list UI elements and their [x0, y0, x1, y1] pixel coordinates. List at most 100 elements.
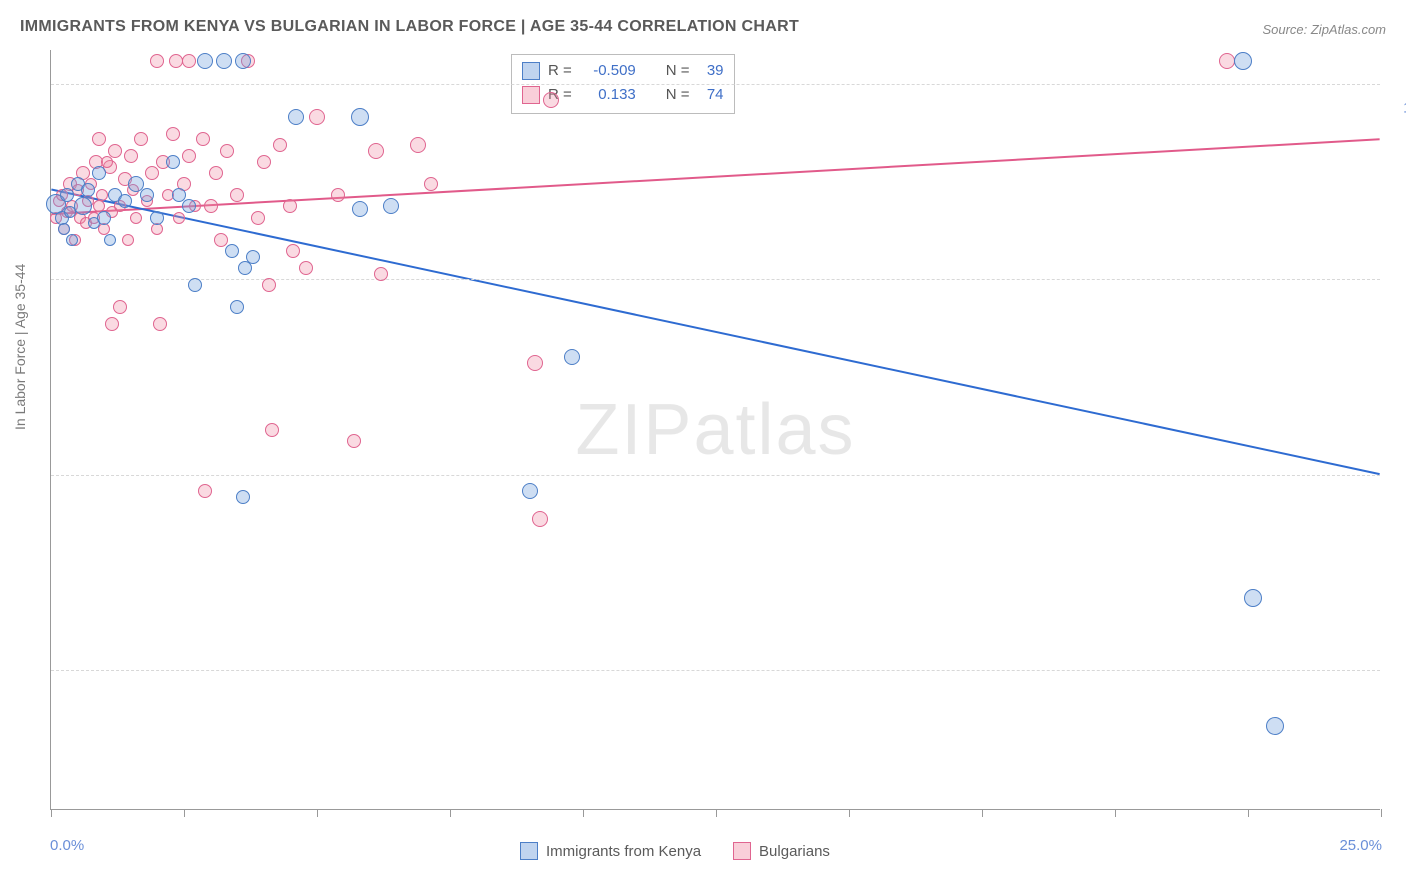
data-point: [331, 188, 345, 202]
data-point: [383, 198, 399, 214]
data-point: [145, 166, 159, 180]
grid-line: [51, 84, 1380, 85]
data-point: [182, 149, 196, 163]
data-point: [204, 199, 218, 213]
data-point: [1234, 52, 1252, 70]
grid-line: [51, 279, 1380, 280]
legend-swatch-blue-icon: [520, 842, 538, 860]
regression-line: [51, 190, 1379, 475]
data-point: [220, 144, 234, 158]
data-point: [134, 132, 148, 146]
data-point: [118, 194, 132, 208]
data-point: [101, 156, 113, 168]
stat-n-label: N =: [666, 59, 690, 83]
x-tick: [583, 809, 584, 817]
plot-area: ZIPatlas R = -0.509 N = 39 R = 0.133 N =…: [50, 50, 1380, 810]
data-point: [150, 54, 164, 68]
data-point: [122, 234, 134, 246]
data-point: [105, 317, 119, 331]
data-point: [283, 199, 297, 213]
swatch-blue-icon: [522, 62, 540, 80]
data-point: [368, 143, 384, 159]
stats-row-blue: R = -0.509 N = 39: [522, 59, 724, 83]
source-attribution: Source: ZipAtlas.com: [1262, 22, 1386, 37]
data-point: [104, 234, 116, 246]
x-tick: [317, 809, 318, 817]
data-point: [92, 132, 106, 146]
data-point: [74, 197, 92, 215]
data-point: [182, 199, 196, 213]
y-tick-label: 65.0%: [1394, 490, 1406, 507]
data-point: [173, 212, 185, 224]
data-point: [108, 144, 122, 158]
legend-item-pink: Bulgarians: [733, 842, 830, 860]
x-tick: [1381, 809, 1382, 817]
data-point: [236, 490, 250, 504]
data-point: [288, 109, 304, 125]
data-point: [410, 137, 426, 153]
legend-item-blue: Immigrants from Kenya: [520, 842, 701, 860]
bottom-legend: Immigrants from Kenya Bulgarians: [520, 842, 830, 860]
legend-label-blue: Immigrants from Kenya: [546, 843, 701, 860]
x-tick: [1248, 809, 1249, 817]
data-point: [198, 484, 212, 498]
stat-n-blue: 39: [698, 59, 724, 83]
y-tick-label: 82.5%: [1394, 295, 1406, 312]
data-point: [351, 108, 369, 126]
data-point: [172, 188, 186, 202]
data-point: [209, 166, 223, 180]
data-point: [230, 300, 244, 314]
data-point: [130, 212, 142, 224]
data-point: [230, 188, 244, 202]
data-point: [153, 317, 167, 331]
data-point: [96, 189, 108, 201]
data-point: [188, 278, 202, 292]
correlation-chart: IMMIGRANTS FROM KENYA VS BULGARIAN IN LA…: [0, 0, 1406, 892]
data-point: [543, 92, 559, 108]
y-tick-label: 100.0%: [1394, 99, 1406, 116]
data-point: [124, 149, 138, 163]
data-point: [166, 127, 180, 141]
regression-line: [51, 139, 1379, 214]
data-point: [347, 434, 361, 448]
grid-line: [51, 475, 1380, 476]
stat-r-blue: -0.509: [580, 59, 636, 83]
data-point: [66, 234, 78, 246]
data-point: [150, 211, 164, 225]
data-point: [564, 349, 580, 365]
x-tick: [450, 809, 451, 817]
legend-swatch-pink-icon: [733, 842, 751, 860]
y-tick-label: 47.5%: [1394, 686, 1406, 703]
data-point: [197, 53, 213, 69]
data-point: [1219, 53, 1235, 69]
data-point: [246, 250, 260, 264]
data-point: [169, 54, 183, 68]
x-tick: [51, 809, 52, 817]
data-point: [1266, 717, 1284, 735]
regression-lines: [51, 50, 1380, 809]
stat-r-label: R =: [548, 59, 572, 83]
data-point: [251, 211, 265, 225]
data-point: [265, 423, 279, 437]
data-point: [216, 53, 232, 69]
x-tick: [184, 809, 185, 817]
data-point: [257, 155, 271, 169]
data-point: [299, 261, 313, 275]
data-point: [262, 278, 276, 292]
data-point: [424, 177, 438, 191]
data-point: [113, 300, 127, 314]
data-point: [527, 355, 543, 371]
x-axis-min-label: 0.0%: [50, 837, 84, 854]
data-point: [352, 201, 368, 217]
data-point: [97, 211, 111, 225]
data-point: [140, 188, 154, 202]
data-point: [166, 155, 180, 169]
x-tick: [849, 809, 850, 817]
x-tick: [982, 809, 983, 817]
data-point: [286, 244, 300, 258]
data-point: [1244, 589, 1262, 607]
x-tick: [716, 809, 717, 817]
x-axis-max-label: 25.0%: [1339, 837, 1382, 854]
legend-label-pink: Bulgarians: [759, 843, 830, 860]
data-point: [182, 54, 196, 68]
